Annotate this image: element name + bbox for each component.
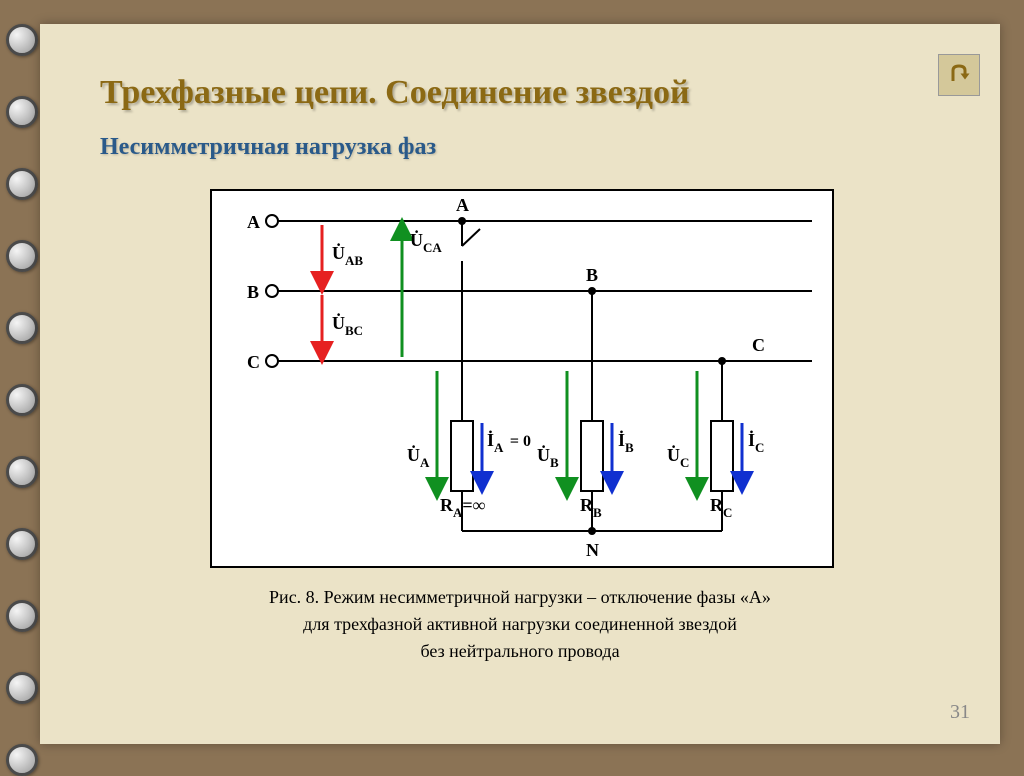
phase-B-top: B <box>586 265 598 285</box>
ib-label: İB <box>618 430 634 455</box>
spiral-binding <box>6 24 34 744</box>
u-turn-icon <box>944 60 974 90</box>
uca-label: U̇CA <box>410 230 442 255</box>
page-title: Трехфазные цепи. Соединение звездой <box>100 74 920 112</box>
caption-line3: без нейтрального провода <box>420 641 619 661</box>
uab-label: U̇AB <box>332 243 363 268</box>
phase-B-left: B <box>247 282 259 302</box>
caption-line2: для трехфазной активной нагрузки соедине… <box>303 614 737 634</box>
page-number: 31 <box>950 701 970 724</box>
ic-label: İC <box>748 430 764 455</box>
ubc-label: U̇BC <box>332 313 363 338</box>
figure-caption: Рис. 8. Режим несимметричной нагрузки – … <box>100 584 940 665</box>
ub-label: U̇B <box>537 445 559 470</box>
phase-A-left: A <box>247 212 260 232</box>
neutral-label: N <box>586 540 599 560</box>
back-button[interactable] <box>938 54 980 96</box>
phase-C-top: C <box>752 335 765 355</box>
caption-line1: Рис. 8. Режим несимметричной нагрузки – … <box>269 587 771 607</box>
circuit-diagram: A B C A B C U̇AB U̇BC U̇CA <box>210 189 834 568</box>
phase-C-left: C <box>247 352 260 372</box>
page-subtitle: Несимметричная нагрузка фаз <box>100 134 436 161</box>
slide: Трехфазные цепи. Соединение звездой Неси… <box>40 24 1000 744</box>
ia-label: İA = 0 <box>487 430 531 456</box>
ua-label: U̇A <box>407 445 430 470</box>
uc-label: U̇C <box>667 445 689 470</box>
phase-A-top: A <box>456 195 469 215</box>
